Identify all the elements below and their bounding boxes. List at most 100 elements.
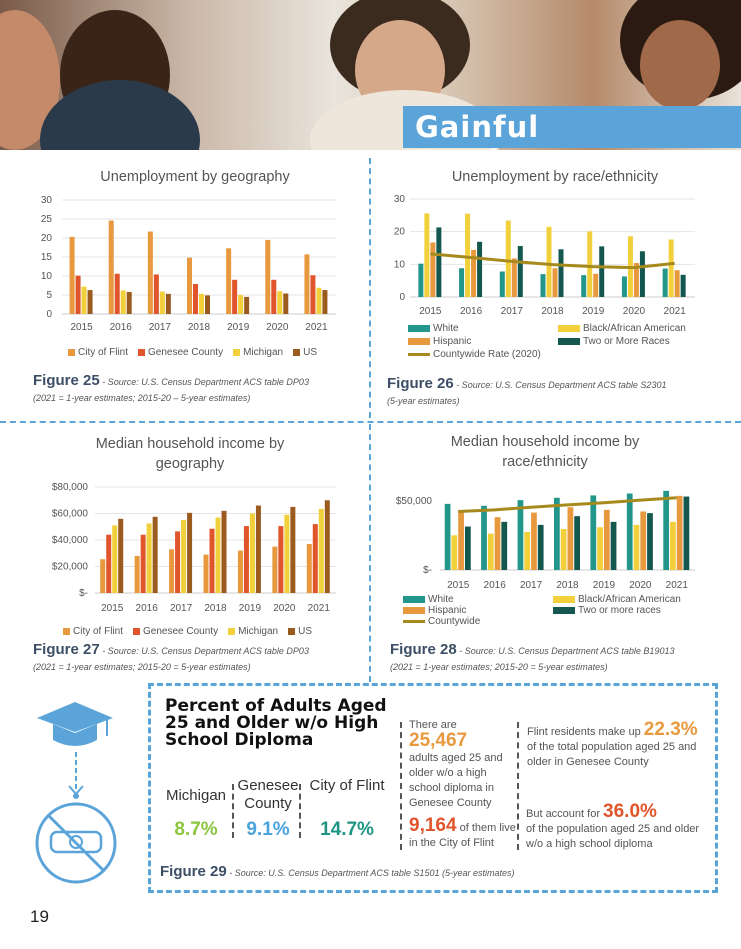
bar-us (205, 295, 210, 314)
bar-white (662, 268, 668, 297)
legend-item: City of Flint (68, 347, 128, 358)
bar-us (152, 516, 158, 593)
bar-genesee-county (310, 275, 316, 314)
legend-label: Michigan (238, 626, 279, 637)
legend-item: Two or More Races (558, 336, 708, 347)
legend-item: Countywide (403, 616, 553, 627)
bar-city-of-flint (265, 239, 271, 314)
x-tick-label: 2021 (305, 322, 328, 333)
bar-genesee-county (75, 275, 81, 314)
legend-label: Black/African American (578, 594, 681, 605)
y-tick-label: 5 (46, 290, 52, 301)
bar-hispanic (567, 507, 574, 570)
y-tick-label: $- (423, 565, 432, 576)
bar-white (663, 490, 670, 570)
bar-genesee-county (243, 526, 249, 593)
x-tick-label: 2015 (70, 322, 93, 333)
x-tick-label: 2017 (170, 603, 193, 614)
bar-white (540, 274, 546, 297)
countywide-line (458, 496, 677, 513)
stat-adults-flint: 9,164 of them live in the City of Flint (409, 815, 516, 849)
bar-michigan (120, 290, 126, 314)
x-tick-label: 2016 (460, 306, 483, 317)
bar-genesee-county (153, 274, 159, 314)
x-tick-label: 2020 (623, 306, 646, 317)
graduation-cap-icon (37, 702, 113, 746)
bar-genesee-county (271, 279, 277, 314)
bar-hispanic (458, 510, 464, 570)
bar-us (221, 510, 227, 593)
divider (369, 424, 371, 682)
legend-label: Genesee County (143, 626, 219, 637)
bar-genesee-county (209, 528, 215, 593)
x-tick-label: 2019 (593, 580, 616, 591)
stat-flint-share: Flint residents make up 22.3% of the tota… (527, 719, 698, 768)
y-tick-label: 30 (41, 195, 53, 206)
bar-genesee-county (106, 534, 112, 593)
bar-white (444, 503, 451, 570)
bar-two-or-more-races (477, 241, 483, 297)
legend-item: White (408, 323, 558, 334)
legend-label: US (298, 626, 313, 637)
divider (0, 421, 741, 423)
x-tick-label: 2015 (447, 580, 470, 591)
bar-black-african-american (465, 213, 471, 297)
bar-city-of-flint (187, 257, 192, 314)
legend-item: Two or more races (553, 605, 703, 616)
bar-michigan (146, 523, 152, 593)
x-tick-label: 2016 (110, 322, 133, 333)
no-diploma-icon (35, 802, 117, 884)
divider (517, 722, 519, 850)
y-tick-label: $60,000 (52, 509, 89, 520)
y-tick-label: 25 (41, 214, 53, 225)
bar-two-or-more-races (501, 521, 508, 570)
bar-city-of-flint (108, 220, 114, 314)
bar-city-of-flint (100, 559, 106, 593)
bar-black-african-american (451, 535, 458, 570)
bar-michigan (316, 287, 322, 314)
bar-us (126, 291, 132, 314)
bar-michigan (318, 508, 324, 593)
x-tick-label: 2017 (149, 322, 172, 333)
x-tick-label: 2020 (266, 322, 289, 333)
divider (369, 158, 371, 418)
x-tick-label: 2020 (273, 603, 296, 614)
bar-two-or-more-races (517, 246, 523, 297)
bar-us (118, 518, 124, 593)
section-banner: Gainful Employment (403, 106, 741, 150)
x-tick-label: 2016 (484, 580, 507, 591)
divider (400, 722, 402, 850)
bar-white (459, 268, 465, 297)
bar-two-or-more-races (537, 524, 544, 570)
y-tick-label: 30 (394, 194, 406, 205)
legend-item: Black/African American (553, 594, 703, 605)
x-tick-label: 2018 (188, 322, 211, 333)
x-tick-label: 2017 (520, 580, 543, 591)
stat-flint-no-diploma-share: But account for 36.0% of the population a… (526, 801, 700, 850)
x-tick-label: 2018 (204, 603, 227, 614)
bar-black-african-american (505, 220, 511, 297)
x-tick-label: 2015 (101, 603, 124, 614)
bar-genesee-county (278, 526, 284, 593)
legend-label: Hispanic (433, 336, 472, 347)
bar-michigan (199, 293, 204, 314)
bar-white (481, 505, 487, 570)
legend-item: US (288, 626, 312, 637)
bar-two-or-more-races (574, 516, 580, 570)
legend-label: Michigan (243, 347, 284, 358)
bar-city-of-flint (226, 248, 232, 314)
bar-city-of-flint (147, 231, 153, 314)
x-tick-label: 2018 (556, 580, 579, 591)
y-tick-label: 0 (399, 292, 405, 303)
legend-item: White (403, 594, 553, 605)
legend-item: US (293, 347, 317, 358)
stat-adults-genesee: There are 25,467 adults aged 25 and older… (409, 719, 503, 809)
bar-white (626, 493, 633, 570)
bar-black-african-american (597, 527, 603, 570)
bar-two-or-more-races (558, 249, 564, 297)
x-tick-label: 2017 (501, 306, 524, 317)
x-tick-label: 2021 (666, 580, 689, 591)
y-tick-label: $80,000 (52, 482, 89, 493)
bar-city-of-flint (203, 554, 209, 593)
bar-michigan (112, 525, 118, 593)
